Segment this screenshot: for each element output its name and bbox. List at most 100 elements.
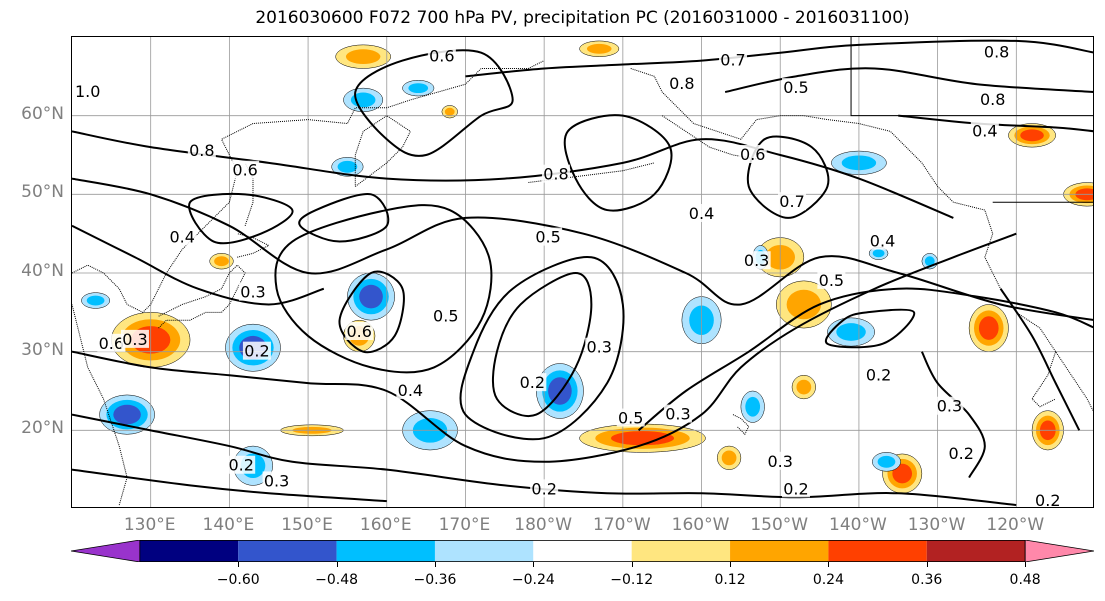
pc-shading-patch — [877, 455, 896, 468]
colorbar-tick-label: 0.24 — [812, 572, 844, 588]
contour-label-bg — [978, 89, 1007, 108]
pv-contour — [72, 177, 1093, 321]
pc-shading-patch — [359, 284, 383, 309]
lon-label: 140°E — [202, 515, 255, 535]
contour-label: 0.7 — [720, 51, 745, 70]
contour-label-bg — [687, 204, 716, 222]
pv-contour — [637, 287, 1093, 432]
contour-label: 0.3 — [665, 405, 690, 424]
pc-shading-patch — [872, 249, 885, 258]
contour-label: 0.5 — [783, 78, 808, 97]
pc-shading-patch — [444, 107, 455, 116]
colorbar-extend-max — [1024, 540, 1094, 562]
contour-label-bg — [781, 479, 810, 498]
pc-shading-patch — [337, 160, 358, 173]
contour-label-bg — [396, 381, 425, 399]
pv-contour — [465, 39, 1093, 78]
lon-label: 170°W — [592, 515, 651, 535]
contour-label-bg — [238, 282, 267, 301]
pv-precip-map[interactable]: 0.6 0.7 0.8 0.8 0.5 0.4 0.8 1.0 0.8 0.6 0.8 0.6 0.7 0… — [72, 37, 1094, 508]
contour-label-bg — [781, 78, 810, 97]
colorbar-tick-label: −0.24 — [511, 572, 555, 588]
contour-label-bg — [168, 227, 197, 246]
pv-contour — [999, 288, 1081, 431]
contour-label-bg — [585, 337, 614, 356]
precipitation-pc-shading — [81, 40, 1093, 494]
contour-label-bg — [778, 192, 807, 211]
lat-label: 40°N — [21, 261, 64, 281]
contour-label-bg — [817, 270, 846, 289]
lon-label: 160°W — [671, 515, 730, 535]
contour-label-bg — [530, 479, 559, 498]
contour-label-bg — [431, 306, 460, 325]
lon-label: 120°W — [986, 515, 1045, 535]
colorbar-segment — [730, 540, 829, 562]
contour-label: 0.5 — [618, 409, 643, 428]
contour-label: 0.6 — [99, 334, 124, 353]
colorbar-tick-mark — [828, 562, 830, 567]
contour-label: 0.8 — [984, 43, 1009, 62]
contour-label: 0.6 — [740, 145, 765, 164]
pv-contour — [72, 224, 325, 306]
pv-contour — [492, 271, 593, 417]
pc-shading-patch — [345, 49, 381, 65]
pc-shading-patch — [786, 289, 822, 320]
lon-label: 170°E — [438, 515, 491, 535]
colorbar-tick-mark — [1025, 562, 1027, 567]
contour-label-bg — [868, 231, 897, 250]
contour-label: 0.4 — [972, 121, 997, 140]
map-panel[interactable]: 0.6 0.7 0.8 0.8 0.5 0.4 0.8 1.0 0.8 0.6 0.8 0.6 0.7 0… — [71, 36, 1094, 508]
coastline — [661, 115, 757, 160]
contour-label: 0.2 — [531, 479, 556, 498]
contour-label: 0.4 — [689, 204, 714, 223]
contour-label: 0.5 — [819, 271, 844, 290]
coastline — [630, 67, 1093, 412]
colorbar-extend-min — [71, 540, 141, 562]
contour-label-bg — [982, 42, 1011, 61]
contour-label: 0.2 — [948, 444, 973, 463]
contour-label-bg — [262, 471, 291, 490]
contour-label: 0.3 — [240, 283, 265, 302]
pv-contour — [188, 192, 294, 245]
contour-label: 0.4 — [870, 232, 895, 251]
pc-shading-patch — [1020, 129, 1044, 142]
colorbar-tick-label: −0.36 — [413, 572, 457, 588]
contour-label: 0.6 — [429, 47, 454, 66]
contour-label: 0.2 — [244, 342, 269, 361]
pc-shading-patch — [586, 43, 612, 54]
contour-label-bg — [935, 396, 964, 415]
colorbar-tick-mark — [631, 562, 633, 567]
contour-label: 0.8 — [980, 90, 1005, 109]
coastline — [732, 414, 750, 436]
colorbar-segment — [926, 540, 1026, 562]
colorbar-tick-mark — [434, 562, 436, 567]
pv-contour — [824, 308, 916, 349]
contour-label-bg — [227, 455, 256, 474]
lat-label: 30°N — [21, 339, 64, 360]
contour-label-bg — [766, 451, 795, 470]
contour-label-bg — [120, 329, 149, 348]
contour-label: 0.4 — [398, 381, 423, 400]
lon-label: 180°W — [514, 515, 573, 535]
colorbar-tick-mark — [926, 562, 928, 567]
colorbar-tick-label: 0.48 — [1009, 572, 1041, 588]
pv-contour — [298, 193, 390, 243]
colorbar-segment — [139, 540, 239, 562]
border-line — [850, 37, 1093, 117]
contour-label-bg — [73, 82, 102, 101]
contour-label: 1.0 — [75, 82, 100, 101]
contour-label: 0.3 — [264, 471, 289, 490]
colorbar-tick-label: 0.36 — [911, 572, 943, 588]
contour-label-bg — [1033, 491, 1062, 507]
colorbar-tick-mark — [238, 562, 240, 567]
lon-label: 130°E — [123, 515, 176, 535]
pc-shading-patch — [113, 404, 141, 425]
contour-label-bg — [518, 373, 547, 392]
contour-label: 0.6 — [232, 161, 257, 180]
contour-label: 0.3 — [587, 338, 612, 357]
pc-shading-patch — [721, 450, 737, 466]
colorbar-segment — [533, 540, 632, 562]
contour-label-bg — [231, 160, 260, 179]
colorbar-tick-label: −0.48 — [315, 572, 359, 588]
colorbar-frame — [139, 540, 1026, 562]
